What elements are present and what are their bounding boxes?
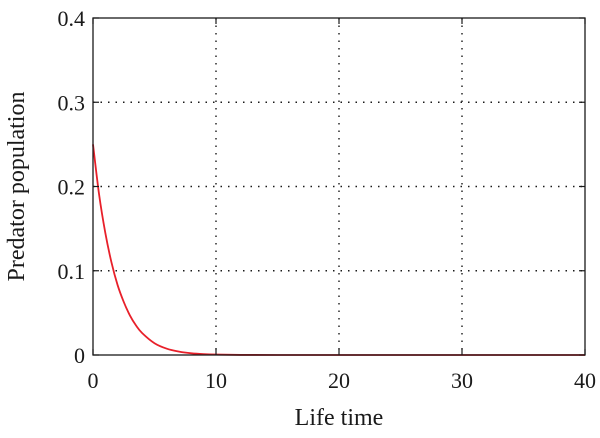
- x-tick-label: 40: [574, 368, 596, 393]
- y-tick-label: 0.1: [58, 259, 86, 284]
- y-tick-label: 0.4: [58, 6, 86, 31]
- y-axis-title: Predator population: [4, 92, 30, 282]
- x-tick-label: 20: [328, 368, 350, 393]
- x-tick-label: 30: [451, 368, 473, 393]
- axis-ticks: [92, 17, 586, 356]
- tick-labels: 0 10 20 30 40 0 0.1 0.2 0.3 0.4: [58, 6, 597, 393]
- grid-lines: [93, 18, 585, 355]
- x-axis-title: Life time: [295, 405, 384, 431]
- y-tick-label: 0.2: [58, 175, 86, 200]
- y-tick-label: 0: [74, 343, 85, 368]
- x-tick-label: 10: [205, 368, 227, 393]
- y-tick-label: 0.3: [58, 90, 86, 115]
- x-tick-label: 0: [88, 368, 99, 393]
